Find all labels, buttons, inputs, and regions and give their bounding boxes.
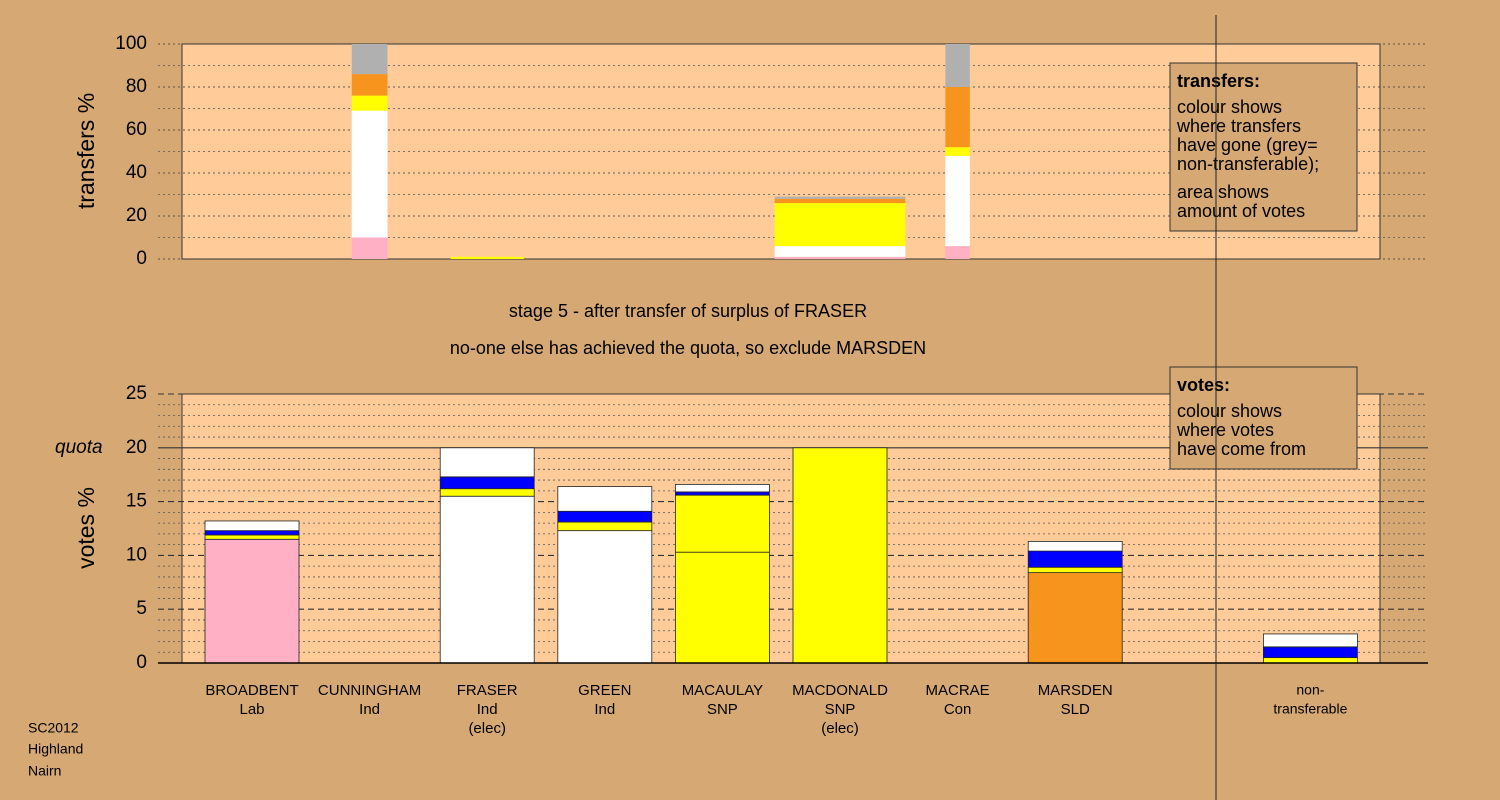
y-axis-label: transfers % (73, 93, 99, 209)
y-tick-label: 0 (136, 248, 147, 269)
bar-segment (351, 110, 388, 238)
bar-segment (774, 256, 906, 259)
legend-box (1169, 62, 1358, 232)
bar-segment (792, 447, 888, 664)
stage-text: no-one else has achieved the quota, so e… (450, 338, 926, 358)
legend-text: amount of votes (1177, 201, 1305, 221)
legend-title: votes: (1177, 375, 1230, 395)
bar-segment (204, 530, 300, 536)
x-tick-label: Lab (239, 701, 264, 718)
bar-segment (439, 476, 535, 490)
bar-segment (557, 486, 653, 512)
bar-segment (204, 520, 300, 532)
bar-segment (204, 538, 300, 664)
bar-segment (675, 483, 770, 493)
x-tick-label: Ind (594, 701, 615, 718)
legend-text: colour shows (1177, 97, 1282, 117)
x-tick-label: CUNNINGHAM (318, 682, 421, 699)
legend-box (1169, 366, 1358, 470)
bar-segment (557, 510, 653, 523)
y-tick-label: 0 (136, 652, 147, 673)
bar-segment (675, 494, 770, 553)
x-tick-label: SNP (707, 701, 738, 718)
legend-text: area shows (1177, 182, 1269, 202)
bar-segment (1027, 566, 1123, 574)
stage-text: stage 5 - after transfer of surplus of F… (509, 301, 867, 321)
bar-segment (351, 74, 388, 96)
y-tick-label: 20 (126, 437, 147, 458)
bar-segment (774, 203, 906, 247)
footer: Nairn (28, 763, 61, 779)
bar-segment (675, 491, 770, 496)
x-tick-label: MACRAE (926, 682, 990, 699)
y-tick-label: 10 (126, 544, 147, 565)
bar-segment (439, 495, 535, 664)
bar-segment (439, 488, 535, 497)
legend-text: where transfers (1176, 116, 1301, 136)
bar-segment (351, 237, 388, 259)
bar-segment (1027, 550, 1123, 568)
bar-segment (450, 256, 524, 259)
x-tick-label: MARSDEN (1038, 682, 1113, 699)
bar-segment (557, 530, 653, 664)
x-tick-label: non- (1296, 682, 1324, 698)
bar-segment (945, 147, 970, 156)
y-tick-label: 25 (126, 383, 147, 404)
legend-text: have come from (1177, 439, 1306, 459)
legend-title: transfers: (1177, 71, 1260, 91)
x-tick-label: transferable (1273, 701, 1347, 717)
bar-segment (945, 246, 970, 259)
bar-segment (1263, 646, 1358, 659)
y-axis-label: votes % (73, 487, 99, 569)
legend-text: non-transferable); (1177, 154, 1319, 174)
bar-segment (557, 521, 653, 532)
bar-segment (204, 534, 300, 540)
x-tick-label: GREEN (578, 682, 631, 699)
bar-segment (351, 95, 388, 111)
x-tick-label: MACAULAY (682, 682, 763, 699)
footer: Highland (28, 741, 83, 757)
legend-text: colour shows (1177, 401, 1282, 421)
y-tick-label: 100 (115, 33, 147, 54)
y-tick-label: 40 (126, 162, 147, 183)
bar-segment (945, 87, 970, 148)
bar-segment (675, 551, 770, 664)
x-tick-label: SLD (1061, 701, 1090, 718)
bar-segment (1027, 541, 1123, 552)
x-tick-label: FRASER (457, 682, 518, 699)
x-tick-label: Ind (359, 701, 380, 718)
bar-segment (1027, 572, 1123, 664)
x-tick-label: (elec) (468, 720, 506, 737)
x-tick-label: BROADBENT (205, 682, 298, 699)
x-tick-label: (elec) (821, 720, 859, 737)
bar-segment (774, 198, 906, 204)
bar-segment (351, 44, 388, 75)
y-tick-label: 20 (126, 205, 147, 226)
bar-segment (945, 44, 970, 87)
legend-text: where votes (1176, 420, 1274, 440)
bar-segment (1263, 657, 1358, 664)
bar-segment (945, 155, 970, 247)
x-tick-label: MACDONALD (792, 682, 888, 699)
bar-segment (439, 447, 535, 478)
bar-segment (774, 196, 906, 199)
y-tick-label: 60 (126, 119, 147, 140)
footer: SC2012 (28, 720, 79, 736)
bar-segment (1263, 633, 1358, 648)
x-tick-label: Ind (477, 701, 498, 718)
y-tick-label: 5 (136, 598, 147, 619)
x-tick-label: SNP (825, 701, 856, 718)
x-tick-label: Con (944, 701, 972, 718)
quota-label: quota (55, 437, 103, 458)
y-tick-label: 15 (126, 491, 147, 512)
bar-segment (774, 246, 906, 257)
y-tick-label: 80 (126, 76, 147, 97)
legend-text: have gone (grey= (1177, 135, 1318, 155)
